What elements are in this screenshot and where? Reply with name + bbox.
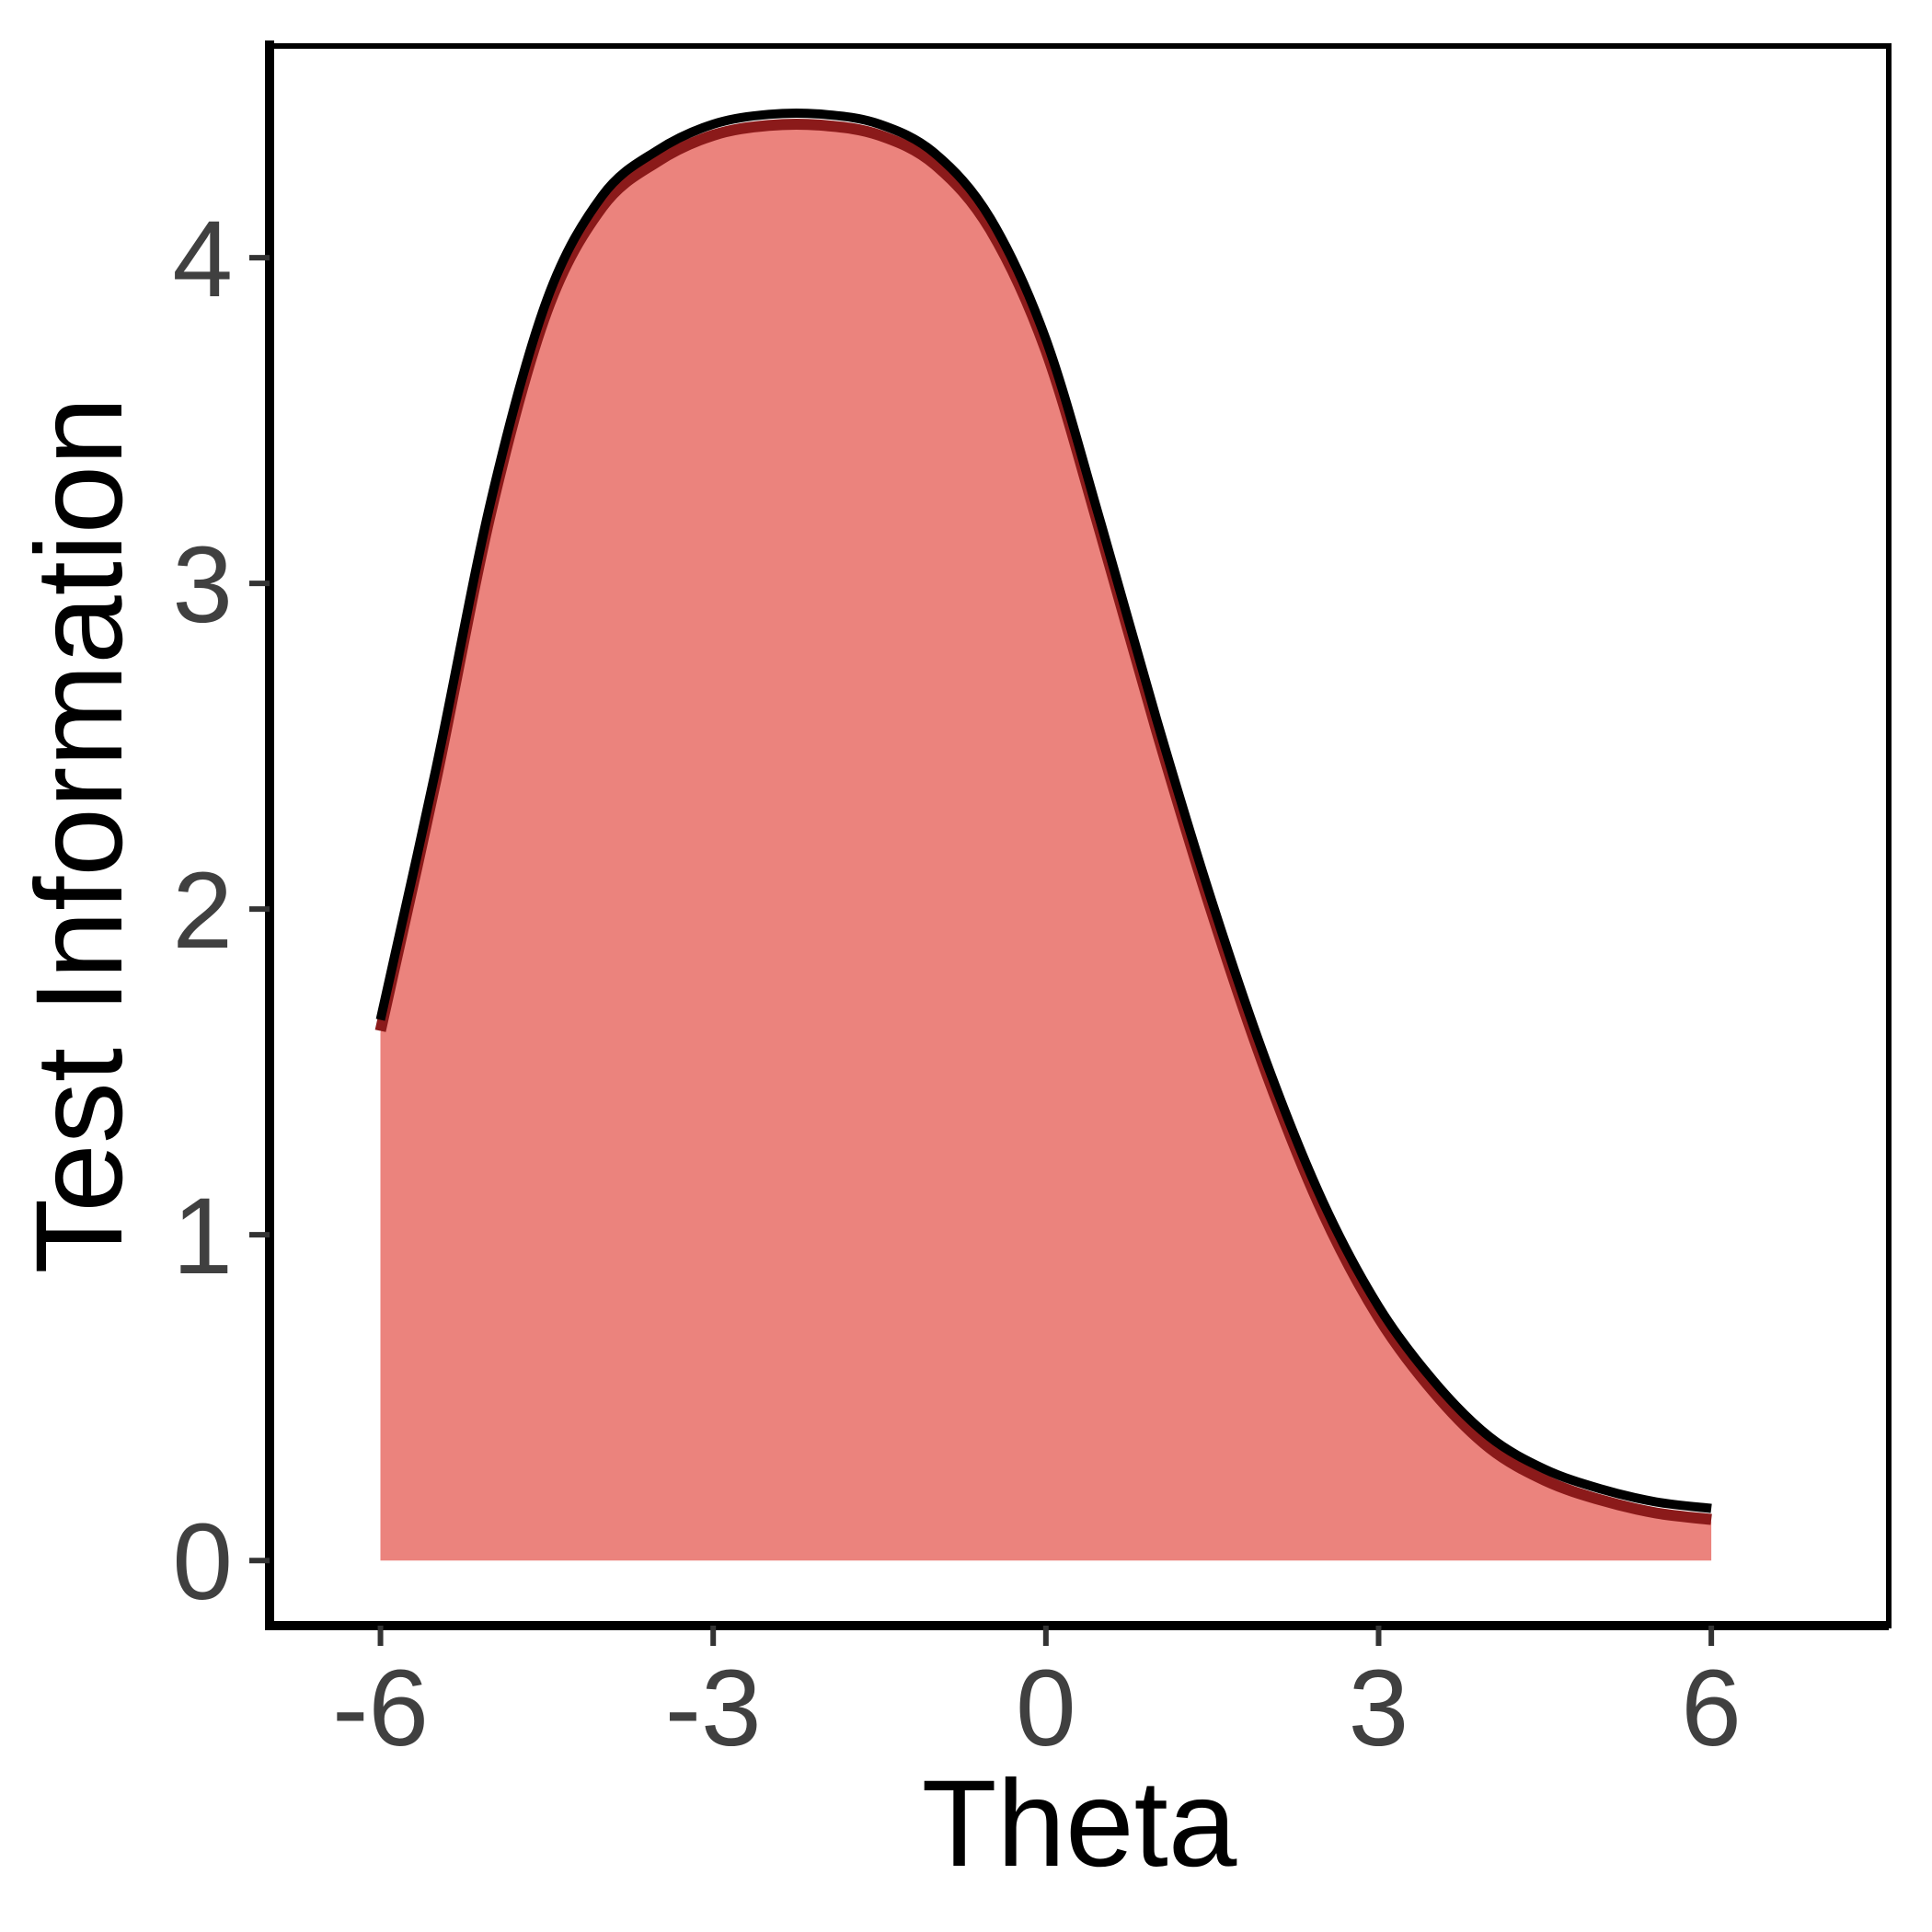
y-tick-label: 3 bbox=[172, 524, 233, 646]
y-tick-label: 2 bbox=[172, 850, 233, 972]
y-tick-label: 4 bbox=[172, 199, 233, 320]
x-tick-label: 0 bbox=[1016, 1648, 1076, 1769]
x-axis-title: Theta bbox=[922, 1755, 1237, 1892]
x-tick-label: 3 bbox=[1349, 1648, 1409, 1769]
y-axis-title: Test Information bbox=[11, 397, 148, 1273]
y-axis-ticks: 0 1 2 3 4 bbox=[172, 199, 270, 1623]
area-fill bbox=[380, 126, 1712, 1561]
y-tick-label: 1 bbox=[172, 1176, 233, 1297]
x-tick-label: -6 bbox=[332, 1648, 429, 1769]
information-curve-line bbox=[375, 109, 1712, 1513]
x-tick-label: 6 bbox=[1681, 1648, 1742, 1769]
x-tick-label: -3 bbox=[665, 1648, 762, 1769]
y-tick-label: 0 bbox=[172, 1501, 233, 1623]
x-axis-ticks: -6 -3 0 3 6 bbox=[332, 1626, 1742, 1769]
